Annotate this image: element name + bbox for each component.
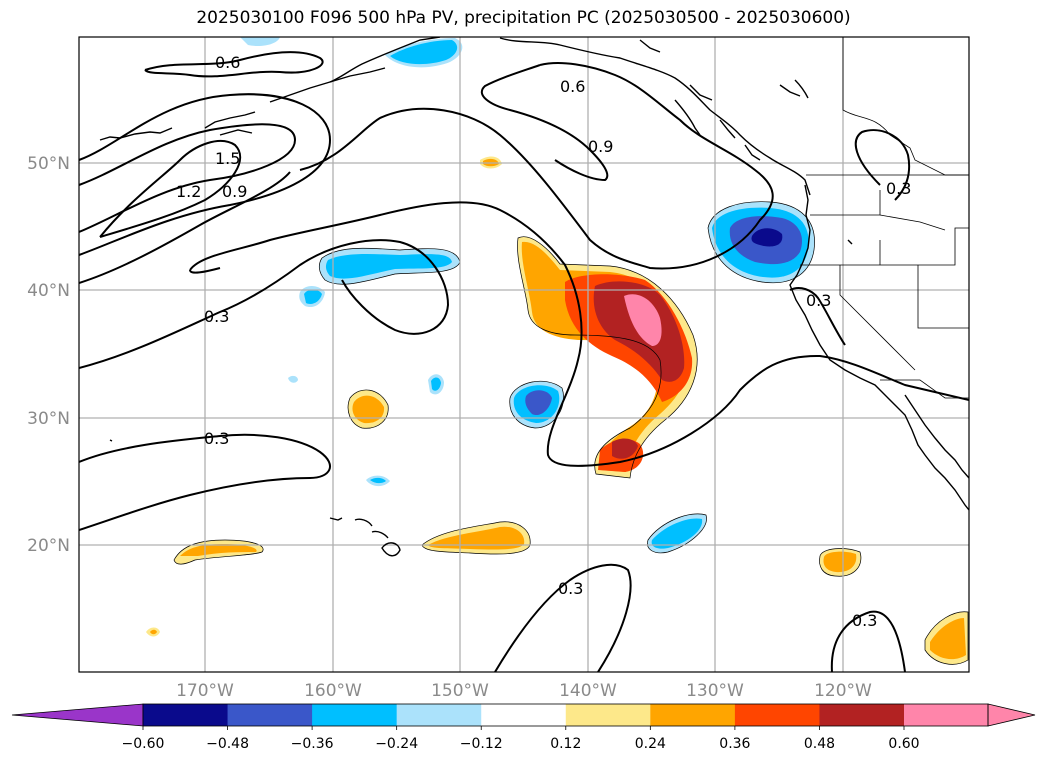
pv-label: 0.3 xyxy=(852,611,877,630)
latitude-labels: 50°N 40°N 30°N 20°N xyxy=(27,154,70,556)
pv-label: 0.3 xyxy=(886,179,911,198)
lon-label: 120°W xyxy=(814,681,872,701)
lon-label: 140°W xyxy=(559,681,617,701)
longitude-labels: 170°W 160°W 150°W 140°W 130°W 120°W xyxy=(176,681,872,701)
colorbar-tick-label: −0.12 xyxy=(460,736,503,752)
political-borders xyxy=(800,37,969,399)
lat-label: 30°N xyxy=(27,409,70,429)
pv-label: 0.6 xyxy=(215,53,240,72)
colorbar-tick-label: 0.48 xyxy=(804,736,835,752)
pv-label: 0.9 xyxy=(588,137,613,156)
map-frame xyxy=(78,36,970,673)
colorbar-box xyxy=(819,704,905,726)
colorbar-tick-label: −0.60 xyxy=(122,736,165,752)
lon-label: 150°W xyxy=(431,681,489,701)
colorbar-extend-max xyxy=(987,703,1036,727)
lat-label: 40°N xyxy=(27,281,70,301)
colorbar: −0.60 −0.48 −0.36 −0.24 −0.12 0.12 0.24 0.36 0.4… xyxy=(11,703,1036,752)
pv-label: 0.3 xyxy=(558,579,583,598)
lon-label: 130°W xyxy=(686,681,744,701)
pv-label: 0.6 xyxy=(560,77,585,96)
colorbar-box xyxy=(565,704,651,726)
graticule xyxy=(79,37,969,672)
colorbar-tick-label: 0.24 xyxy=(635,736,666,752)
colorbar-box xyxy=(143,704,229,726)
pv-label: 1.5 xyxy=(215,149,240,168)
colorbar-tick-label: −0.24 xyxy=(375,736,418,752)
pv-label: 0.3 xyxy=(806,291,831,310)
pv-label: 0.3 xyxy=(204,429,229,448)
colorbar-box xyxy=(734,704,820,726)
colorbar-tick-label: −0.48 xyxy=(206,736,249,752)
pv-contours xyxy=(79,51,969,672)
colorbar-tick-label: 0.60 xyxy=(888,736,919,752)
colorbar-extend-min xyxy=(11,703,144,727)
pv-label: 0.3 xyxy=(204,307,229,326)
lon-label: 170°W xyxy=(176,681,234,701)
colorbar-tick-label: −0.36 xyxy=(291,736,334,752)
pv-label: 0.9 xyxy=(222,182,247,201)
lat-label: 20°N xyxy=(27,536,70,556)
colorbar-tick-label: 0.12 xyxy=(550,736,581,752)
colorbar-box xyxy=(650,704,736,726)
map-title: 2025030100 F096 500 hPa PV, precipitatio… xyxy=(196,8,851,28)
colorbar-box xyxy=(312,704,398,726)
map-area xyxy=(79,37,969,672)
lat-label: 50°N xyxy=(27,154,70,174)
pv-label: 1.2 xyxy=(176,182,201,201)
colorbar-box xyxy=(904,704,988,726)
colorbar-box xyxy=(396,704,482,726)
lon-label: 160°W xyxy=(304,681,362,701)
pv-contour-labels: 0.6 1.5 1.2 0.9 0.6 0.9 0.3 0.3 0.3 0.3 … xyxy=(176,53,911,630)
colorbar-tick-label: 0.36 xyxy=(719,736,750,752)
colorbar-box xyxy=(481,704,567,726)
colorbar-box xyxy=(227,704,313,726)
coastlines xyxy=(99,37,969,557)
